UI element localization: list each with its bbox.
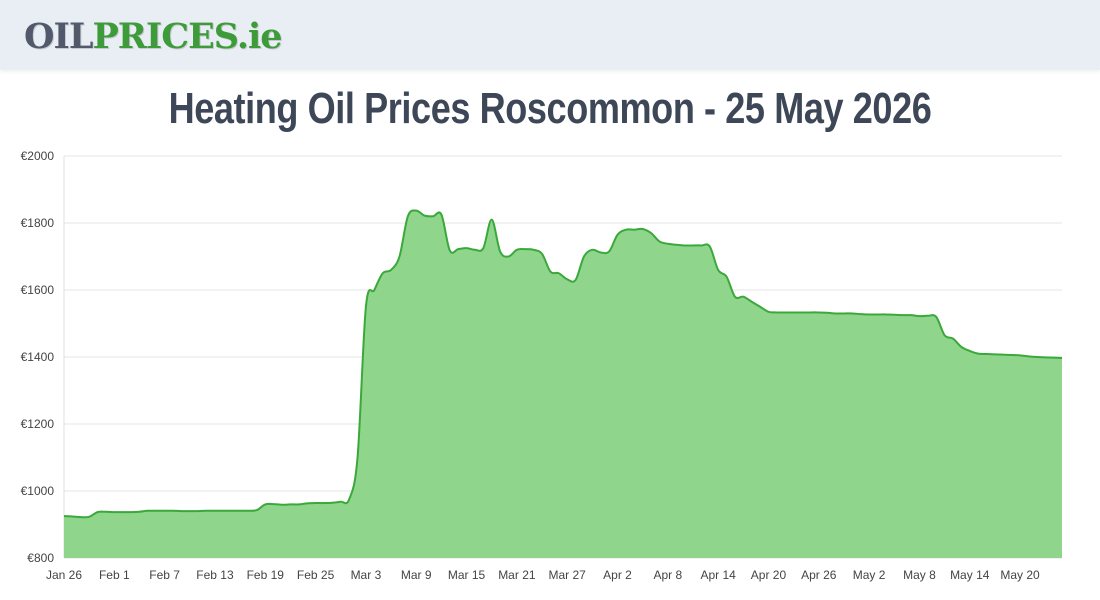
price-area <box>64 210 1062 558</box>
x-tick-label: Jan 26 <box>46 568 82 582</box>
x-tick-label: Apr 20 <box>751 568 787 582</box>
x-tick-label: Mar 15 <box>448 568 486 582</box>
x-tick-label: Feb 19 <box>247 568 285 582</box>
x-tick-label: May 2 <box>853 568 886 582</box>
axes: €800 €1000 €1200 €1400 €1600 €1800 €2000 Jan 26… <box>21 149 1040 582</box>
x-tick-label: Apr 2 <box>603 568 632 582</box>
x-tick-label: Feb 13 <box>196 568 234 582</box>
price-series <box>63 209 1063 558</box>
x-tick-label: Mar 21 <box>498 568 536 582</box>
x-tick-label: Apr 14 <box>700 568 736 582</box>
x-tick-label: Feb 1 <box>99 568 130 582</box>
x-tick-label: Feb 7 <box>149 568 180 582</box>
x-tick-label: Mar 9 <box>401 568 432 582</box>
logo-part-oil: OIL <box>24 16 93 57</box>
x-tick-label: Apr 26 <box>801 568 837 582</box>
price-line <box>63 209 1063 519</box>
y-tick-label: €1200 <box>21 417 55 431</box>
x-tick-label: May 8 <box>903 568 936 582</box>
y-tick-label: €1800 <box>21 216 55 230</box>
x-tick-label: May 14 <box>950 568 990 582</box>
x-tick-label: Apr 8 <box>653 568 682 582</box>
y-tick-label: €1400 <box>21 350 55 364</box>
x-tick-label: May 20 <box>1000 568 1040 582</box>
x-tick-label: Feb 25 <box>297 568 335 582</box>
logo-part-prices: PRICES <box>92 16 237 57</box>
site-logo[interactable]: OILPRICES.ie <box>24 14 283 60</box>
x-tick-label: Mar 3 <box>351 568 382 582</box>
logo-part-tld: .ie <box>236 16 283 57</box>
y-tick-label: €800 <box>27 551 54 565</box>
site-header: OILPRICES.ie <box>0 0 1100 70</box>
y-tick-label: €1600 <box>21 283 55 297</box>
page-title: Heating Oil Prices Roscommon - 25 May 20… <box>168 84 932 133</box>
y-tick-label: €2000 <box>21 149 55 163</box>
x-tick-label: Mar 27 <box>549 568 587 582</box>
y-tick-label: €1000 <box>21 484 55 498</box>
